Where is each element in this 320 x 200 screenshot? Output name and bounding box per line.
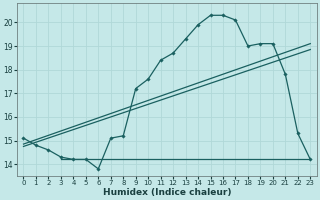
- X-axis label: Humidex (Indice chaleur): Humidex (Indice chaleur): [103, 188, 231, 197]
